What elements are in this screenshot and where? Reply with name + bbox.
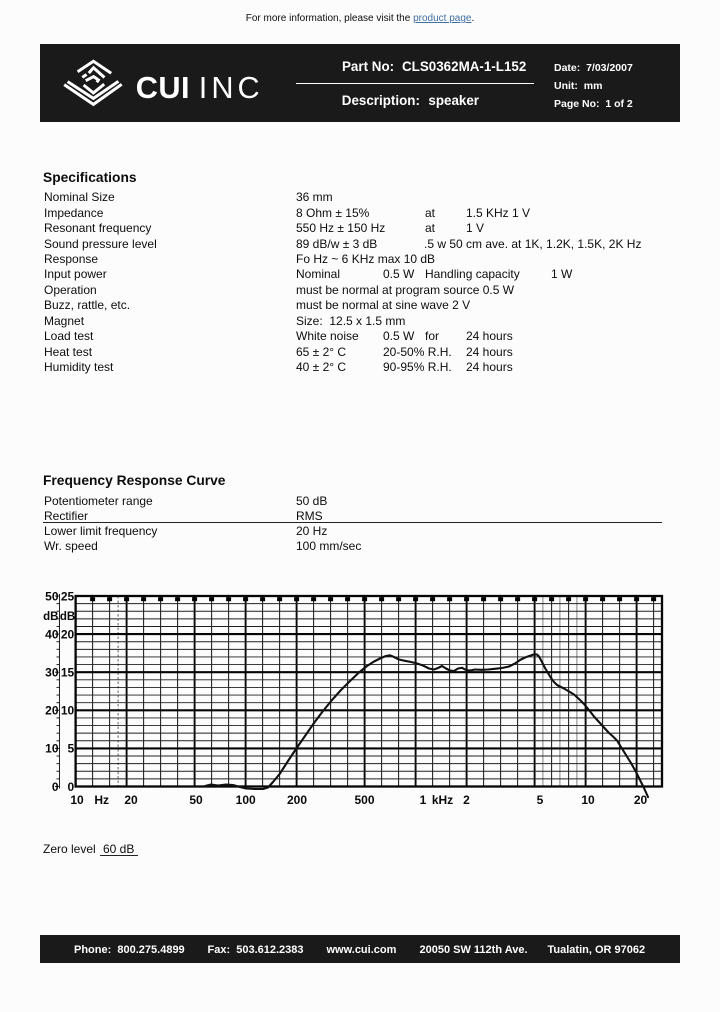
svg-text:10: 10: [70, 793, 84, 807]
svg-text:0: 0: [52, 780, 59, 794]
svg-text:dB: dB: [43, 611, 58, 623]
svg-text:100: 100: [236, 793, 256, 807]
svg-text:dB: dB: [60, 611, 75, 623]
svg-text:30: 30: [45, 666, 59, 680]
svg-text:200: 200: [287, 793, 307, 807]
svg-text:50: 50: [45, 589, 59, 603]
svg-text:15: 15: [61, 666, 75, 680]
svg-text:10: 10: [61, 704, 75, 718]
svg-text:20: 20: [634, 793, 648, 807]
svg-text:5: 5: [68, 742, 75, 756]
svg-text:2: 2: [463, 793, 470, 807]
svg-text:10: 10: [45, 742, 59, 756]
svg-text:10: 10: [581, 793, 595, 807]
svg-text:25: 25: [61, 589, 75, 603]
svg-text:0: 0: [68, 780, 75, 794]
svg-text:20: 20: [45, 704, 59, 718]
svg-text:20: 20: [124, 793, 138, 807]
svg-text:5: 5: [537, 793, 544, 807]
svg-text:1: 1: [420, 793, 427, 807]
svg-text:40: 40: [45, 627, 59, 641]
svg-text:Hz: Hz: [94, 793, 109, 807]
svg-text:kHz: kHz: [432, 793, 453, 807]
svg-text:20: 20: [61, 627, 75, 641]
svg-text:50: 50: [189, 793, 203, 807]
svg-text:500: 500: [354, 793, 374, 807]
